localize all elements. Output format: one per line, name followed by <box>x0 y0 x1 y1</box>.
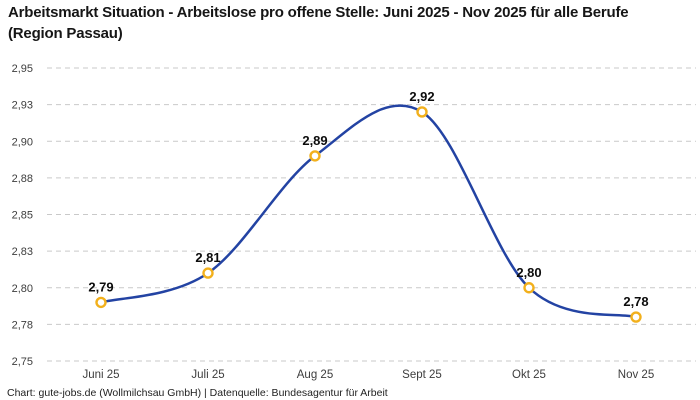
x-tick-label: Okt 25 <box>512 369 546 381</box>
data-point-value-label: 2,79 <box>88 279 113 294</box>
data-point-marker <box>202 267 214 279</box>
x-tick-label: Nov 25 <box>618 369 654 381</box>
chart-footer: Chart: gute-jobs.de (Wollmilchsau GmbH) … <box>7 387 388 399</box>
y-tick-label: 2,85 <box>12 210 33 222</box>
y-tick-label: 2,80 <box>12 283 33 295</box>
y-tick-label: 2,95 <box>12 63 33 75</box>
y-tick-label: 2,75 <box>12 356 33 368</box>
data-point-value-label: 2,89 <box>302 133 327 148</box>
x-tick-label: Aug 25 <box>297 369 333 381</box>
chart-title: Arbeitsmarkt Situation - Arbeitslose pro… <box>8 4 629 42</box>
data-point-marker <box>630 311 642 323</box>
data-point-value-label: 2,78 <box>623 294 648 309</box>
data-point-marker <box>416 106 428 118</box>
data-point-value-label: 2,80 <box>516 265 541 280</box>
y-tick-label: 2,90 <box>12 136 33 148</box>
x-tick-label: Sept 25 <box>402 369 442 381</box>
line-series <box>99 104 638 319</box>
y-tick-label: 2,88 <box>12 173 33 185</box>
data-point-marker <box>95 296 107 309</box>
x-tick-label: Juli 25 <box>191 369 224 381</box>
y-tick-label: 2,93 <box>12 100 33 112</box>
data-point-marker <box>309 150 321 162</box>
y-tick-label: 2,78 <box>12 319 33 331</box>
data-point-marker <box>523 282 535 294</box>
y-tick-label: 2,83 <box>12 246 33 258</box>
x-tick-label: Juni 25 <box>82 369 119 381</box>
data-point-value-label: 2,92 <box>409 89 434 104</box>
data-point-value-label: 2,81 <box>195 250 220 265</box>
